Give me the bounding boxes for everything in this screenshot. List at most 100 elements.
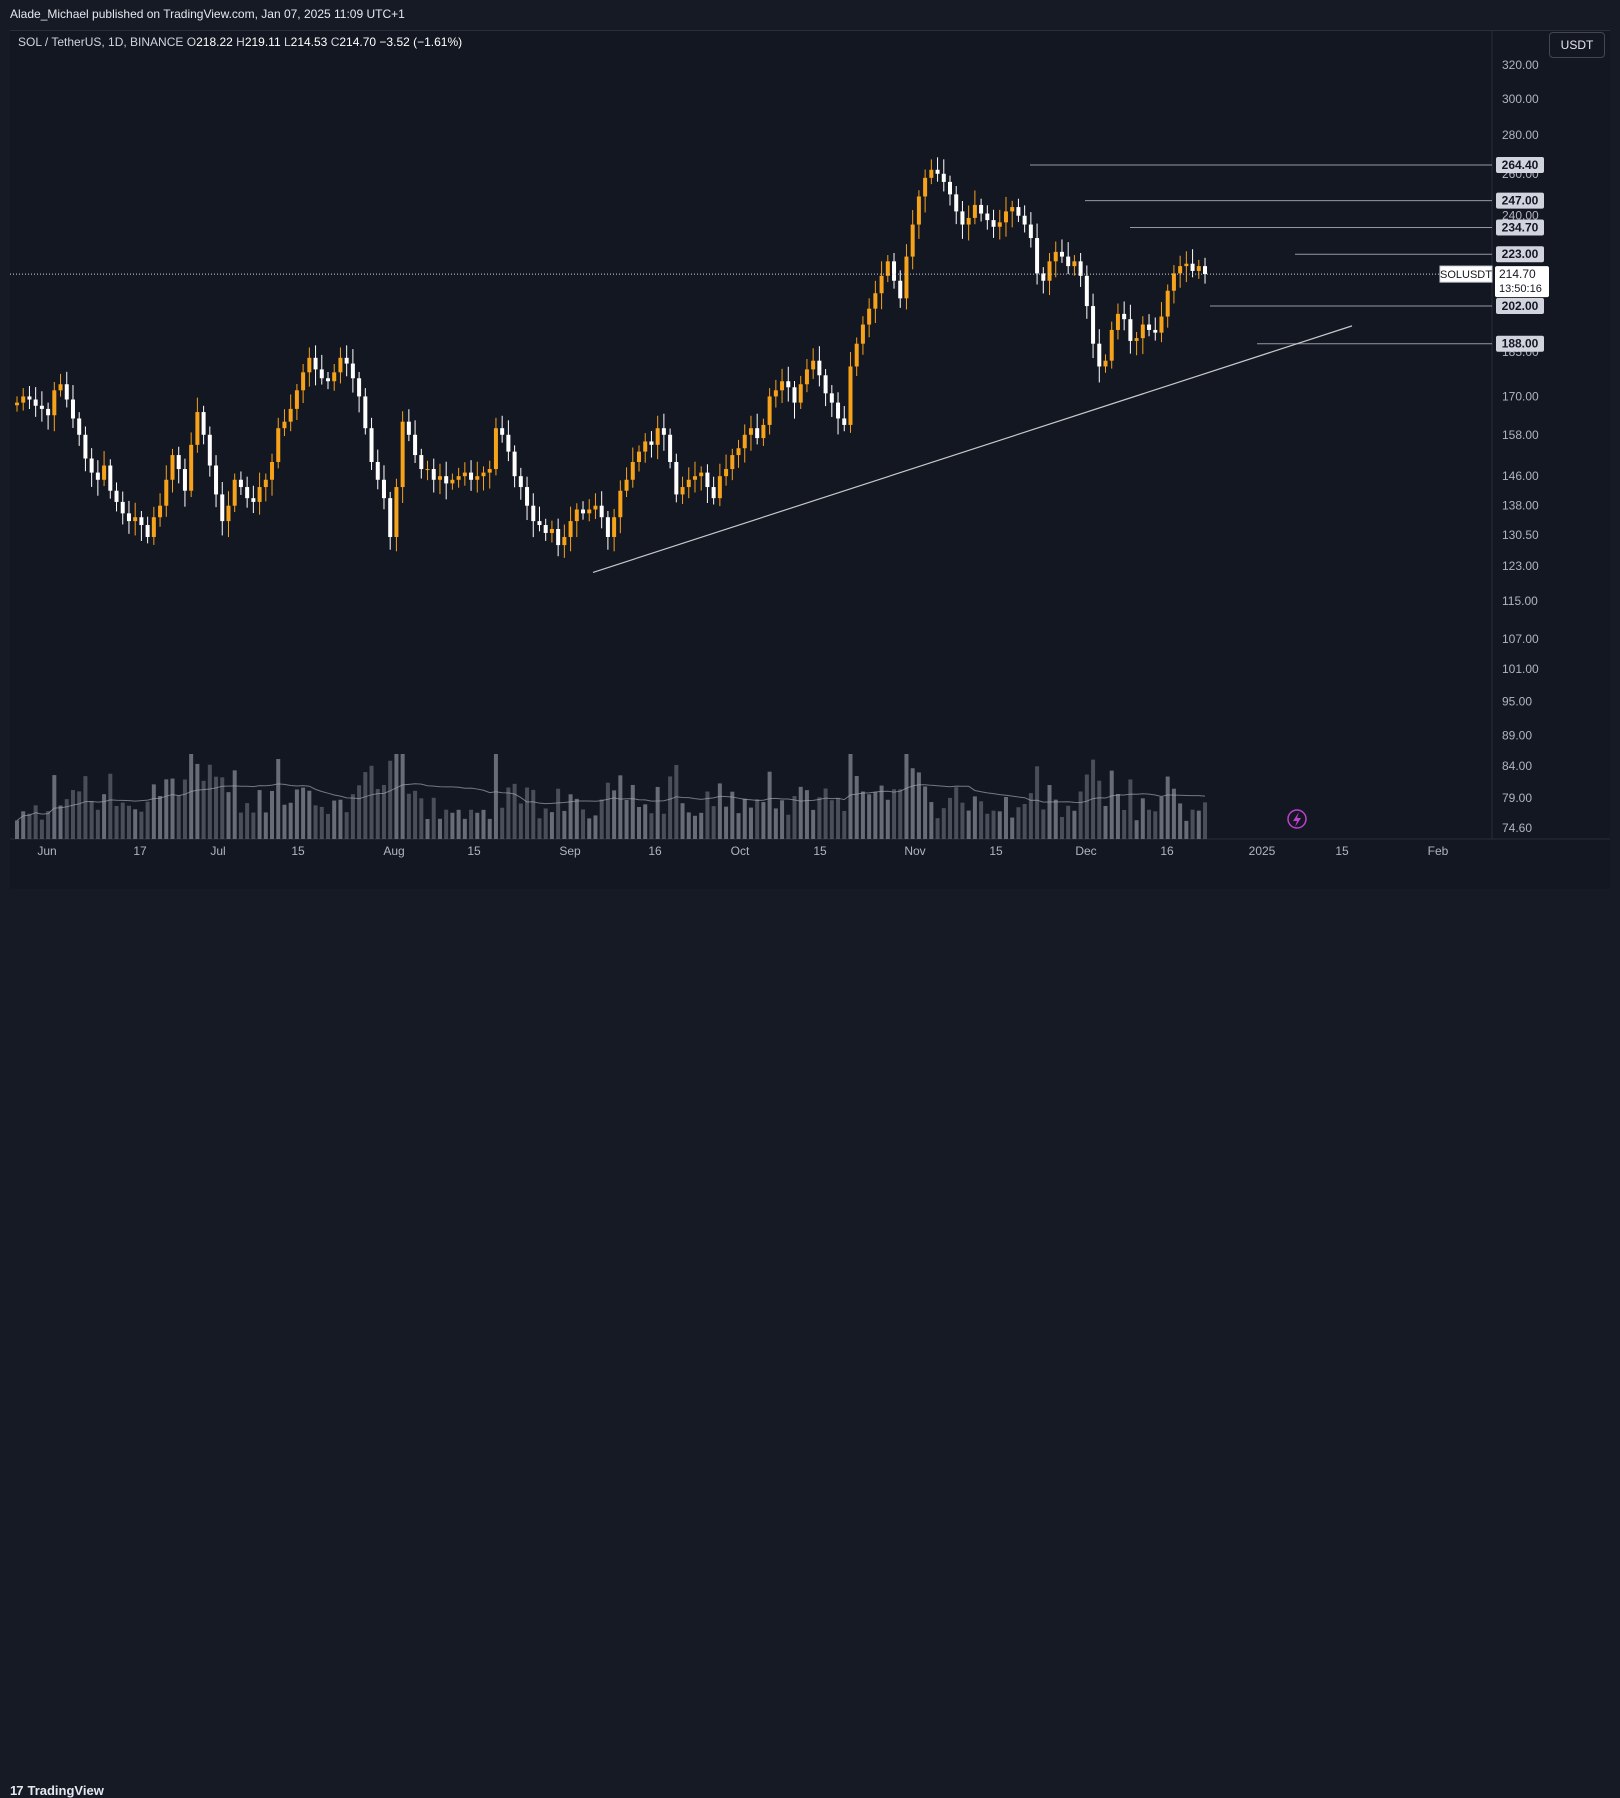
volume-bar [400,754,405,839]
volume-bar [108,773,113,839]
level-label: 202.00 [1502,299,1539,313]
candle-body [935,169,940,174]
volume-bar [220,777,225,839]
candle-body [381,479,386,499]
candle-body [450,479,455,484]
volume-bar [960,802,965,839]
volume-bar [1122,809,1127,839]
volume-bar [680,803,685,839]
candles [15,157,1208,558]
volume-bar [487,818,492,839]
volume-bar [705,791,710,839]
x-tick-label: 17 [133,844,147,858]
volume-bar [195,763,200,839]
x-tick-label: Oct [731,844,750,858]
y-tick-label: 95.00 [1502,694,1532,708]
volume-bar [1171,788,1176,839]
volume-bar [643,804,648,839]
volume-bar [201,780,206,839]
volume-bar [1066,805,1071,839]
volume-bar [599,799,604,839]
volume-bar [1091,759,1096,839]
candle-body [1097,343,1102,367]
candle-body [1047,261,1052,281]
chart-pane[interactable]: 320.00300.00280.00260.00240.00223.00185.… [10,30,1610,889]
volume-bar [954,787,959,839]
volume-bar [506,787,511,839]
volume-bar [748,807,753,839]
volume-bar [587,818,592,839]
candle-body [39,405,44,409]
volume-bar [126,805,131,839]
volume-bar [431,797,436,839]
level-badge [1496,335,1544,352]
volume-bar [923,786,928,839]
candle-body [145,525,150,537]
volume-bar [70,790,75,839]
volume-bar [102,794,107,839]
candle-body [549,528,554,533]
volume-bar [1196,810,1201,839]
candle-body [388,498,393,537]
volume-bar [77,791,82,839]
candle-body [668,434,673,463]
candle-body [114,490,119,502]
candle-body [158,505,163,518]
candle-body [1053,251,1058,262]
level-badge [1496,192,1544,209]
volume-bar [948,797,952,839]
candle-body [817,360,822,376]
candle-body [792,387,797,403]
candlestick-chart[interactable]: 320.00300.00280.00260.00240.00223.00185.… [10,31,1610,889]
candle-body [350,363,355,379]
volume-bar [767,771,772,839]
candle-body [941,173,946,182]
candle-body [773,390,778,397]
candle-body [954,194,959,212]
volume-bar [419,798,424,839]
volume-bar [394,754,399,839]
y-tick-label: 300.00 [1502,92,1539,106]
candle-body [220,494,225,522]
volume-bar [133,809,138,839]
volume-bar [1128,779,1133,839]
candle-body [525,487,530,506]
candle-body [1165,290,1170,317]
candle-body [257,487,262,502]
volume-bar [89,801,94,839]
volume-bar [929,802,934,839]
y-tick-label: 84.00 [1502,759,1532,773]
candle-body [997,222,1002,227]
candle-body [1072,261,1077,267]
candle-body [456,476,461,480]
candle-body [1028,224,1033,239]
volume-bar [27,813,32,839]
volume-bar [52,775,57,839]
volume-bar [1097,780,1102,839]
candle-body [867,308,872,325]
tradingview-logo[interactable]: 17 TradingView [10,1783,104,1798]
volume-bar [332,800,337,839]
volume-bar [189,754,194,839]
candle-body [724,469,729,477]
y-tick-label: 74.60 [1502,821,1532,835]
volume-bar [456,809,461,839]
volume-bar [1203,802,1208,839]
candle-body [966,217,971,225]
candle-body [469,472,474,480]
candle-body [425,469,430,471]
volume-bar [338,799,343,839]
volume-bar [1072,810,1077,839]
candle-body [357,378,362,397]
candle-body [1010,207,1015,212]
level-label: 234.70 [1502,220,1539,234]
x-axis-ticks: Jun 17 Jul 15 Aug 15 Sep 16 Oct 15 Nov 15 Dec 16 2025 1… [37,844,1448,858]
volume-bar [1134,820,1139,839]
currency-button[interactable]: USDT [1549,32,1605,58]
level-badge [1496,157,1544,174]
candle-body [780,381,785,391]
volume-bar [556,788,561,839]
volume-bar [593,815,598,839]
candle-body [406,421,411,435]
y-tick-label: 115.00 [1502,594,1538,608]
